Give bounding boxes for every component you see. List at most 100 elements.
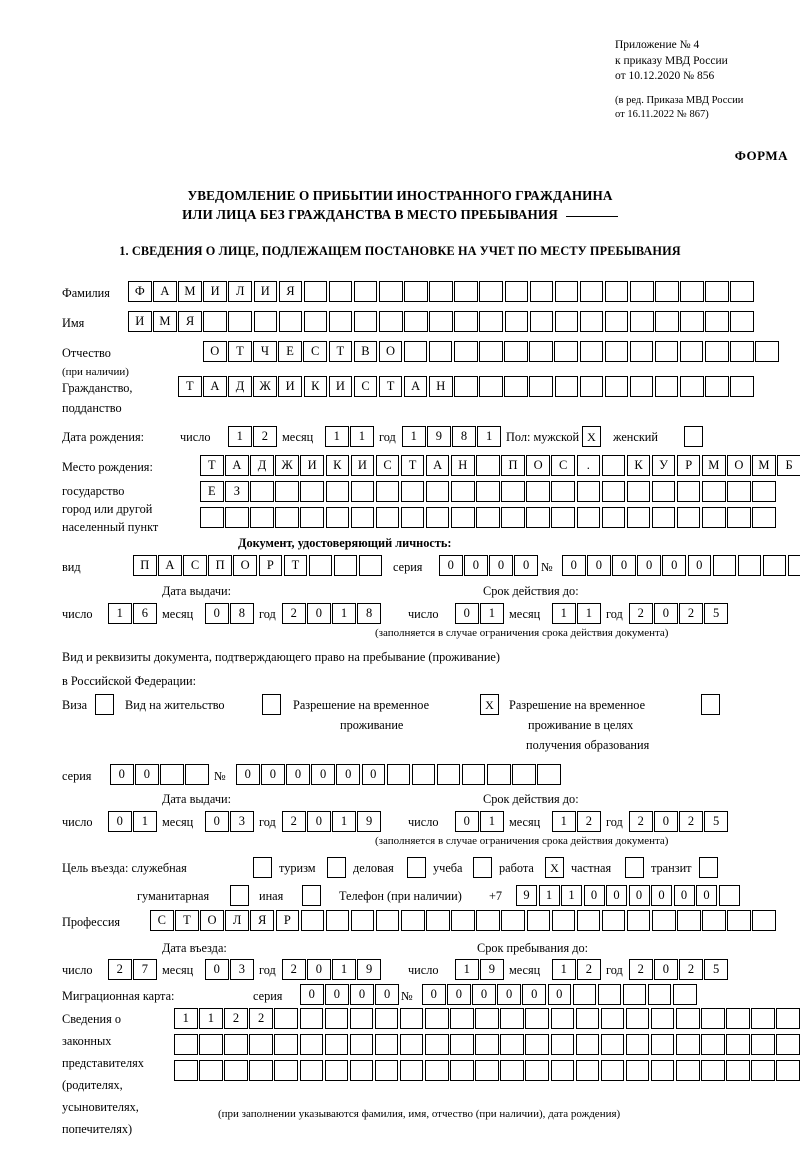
input-surname-cell[interactable] — [655, 281, 679, 302]
input-perm-series-cell[interactable]: 0 — [135, 764, 159, 785]
input-surname-cell[interactable] — [680, 281, 704, 302]
input-legal-rep-row-1-cell[interactable] — [650, 1008, 675, 1029]
input-doc-kind-cell[interactable]: П — [133, 555, 157, 576]
input-surname-cell[interactable]: А — [153, 281, 177, 302]
input-mig-number-cell[interactable]: 0 — [497, 984, 521, 1005]
input-perm-issue-day-cell[interactable]: 1 — [133, 811, 157, 832]
input-patronymic-cell[interactable] — [654, 341, 679, 362]
input-profession-cell[interactable] — [601, 910, 626, 931]
input-birth-place-row-3-cell[interactable] — [400, 507, 425, 528]
input-profession-cell[interactable] — [501, 910, 525, 931]
input-birth-place-row-1-cell[interactable]: . — [576, 455, 601, 476]
input-legal-rep-row-2-cell[interactable] — [425, 1034, 449, 1055]
input-firstname-cell[interactable] — [404, 311, 428, 332]
input-perm-series-cell[interactable] — [185, 764, 209, 785]
input-citizenship-cell[interactable] — [579, 376, 604, 397]
input-birth-place-row-2-cell[interactable] — [501, 481, 525, 502]
input-profession-cell[interactable] — [325, 910, 350, 931]
input-profession-cell[interactable] — [426, 910, 450, 931]
input-citizenship-cell[interactable] — [454, 376, 478, 397]
input-birth-place-row-3-cell[interactable] — [526, 507, 550, 528]
input-profession-cell[interactable]: Т — [175, 910, 199, 931]
input-profession-cell[interactable] — [526, 910, 551, 931]
input-doc-kind-cell[interactable]: Р — [258, 555, 283, 576]
input-birth-place-row-2-cell[interactable]: З — [225, 481, 249, 502]
input-patronymic-cell[interactable] — [529, 341, 553, 362]
input-stay-day-cell[interactable]: 9 — [480, 959, 504, 980]
input-legal-rep-row-3-cell[interactable] — [600, 1060, 625, 1081]
input-surname-cell[interactable] — [504, 281, 529, 302]
input-legal-rep-row-3-cell[interactable] — [550, 1060, 575, 1081]
input-citizenship-cell[interactable]: А — [203, 376, 227, 397]
input-legal-rep-row-2-cell[interactable] — [174, 1034, 198, 1055]
input-legal-rep-row-1-cell[interactable] — [751, 1008, 775, 1029]
input-perm-number-cell[interactable]: 0 — [336, 764, 360, 785]
input-citizenship-cell[interactable]: И — [278, 376, 302, 397]
input-doc-series-cell[interactable]: 0 — [464, 555, 488, 576]
input-phone-cell[interactable]: 0 — [583, 885, 605, 906]
input-profession-cell[interactable]: Р — [275, 910, 300, 931]
input-doc-valid-month-cell[interactable]: 1 — [552, 603, 576, 624]
input-firstname-cell[interactable]: Я — [178, 311, 202, 332]
input-firstname-cell[interactable] — [353, 311, 378, 332]
input-profession-cell[interactable]: Л — [225, 910, 249, 931]
input-legal-rep-row-3-cell[interactable] — [450, 1060, 474, 1081]
input-mig-number-cell[interactable] — [647, 984, 672, 1005]
input-stay-year-cell[interactable]: 5 — [704, 959, 728, 980]
input-legal-rep-row-2-cell[interactable] — [600, 1034, 625, 1055]
input-mig-series-cell[interactable]: 0 — [325, 984, 349, 1005]
input-profession-cell[interactable] — [350, 910, 375, 931]
checkbox-temp-residence-edu[interactable] — [701, 694, 720, 715]
input-patronymic-cell[interactable]: О — [203, 341, 227, 362]
input-birth-place-row-2-cell[interactable] — [476, 481, 500, 502]
input-birth-year-cell[interactable]: 8 — [452, 426, 476, 447]
input-perm-number-cell[interactable] — [537, 764, 561, 785]
input-doc-valid-month-cell[interactable]: 1 — [577, 603, 601, 624]
input-perm-number-cell[interactable]: 0 — [261, 764, 285, 785]
input-surname-cell[interactable] — [379, 281, 403, 302]
input-doc-kind-cell[interactable] — [333, 555, 358, 576]
input-doc-number-cell[interactable]: 0 — [612, 555, 636, 576]
input-legal-rep-row-2-cell[interactable] — [399, 1034, 424, 1055]
input-perm-valid-year-cell[interactable]: 0 — [654, 811, 678, 832]
input-legal-rep-row-2-cell[interactable] — [299, 1034, 324, 1055]
input-legal-rep-row-2-cell[interactable] — [726, 1034, 750, 1055]
input-profession-cell[interactable] — [652, 910, 676, 931]
input-doc-number-cell[interactable]: 0 — [637, 555, 661, 576]
input-legal-rep-row-3-cell[interactable] — [224, 1060, 248, 1081]
checkbox-purpose-work[interactable]: Х — [545, 857, 564, 878]
input-legal-rep-row-2-cell[interactable] — [575, 1034, 600, 1055]
input-birth-place-row-1-cell[interactable]: Т — [400, 455, 425, 476]
input-surname-cell[interactable] — [404, 281, 428, 302]
input-birth-place-row-2-cell[interactable] — [250, 481, 274, 502]
input-patronymic-cell[interactable] — [428, 341, 453, 362]
input-legal-rep-row-2-cell[interactable] — [625, 1034, 650, 1055]
input-birth-place-row-2-cell[interactable] — [451, 481, 475, 502]
input-surname-cell[interactable] — [730, 281, 754, 302]
input-patronymic-cell[interactable]: С — [303, 341, 327, 362]
input-patronymic-cell[interactable]: Е — [278, 341, 302, 362]
input-birth-place-row-1-cell[interactable]: М — [702, 455, 726, 476]
input-firstname-cell[interactable] — [203, 311, 227, 332]
input-perm-issue-year-cell[interactable]: 1 — [332, 811, 356, 832]
input-legal-rep-row-2-cell[interactable] — [701, 1034, 725, 1055]
input-perm-number-cell[interactable] — [386, 764, 411, 785]
input-legal-rep-row-1-cell[interactable] — [726, 1008, 750, 1029]
checkbox-purpose-other[interactable] — [302, 885, 321, 906]
input-surname-cell[interactable]: И — [253, 281, 278, 302]
input-profession-cell[interactable] — [626, 910, 651, 931]
input-birth-place-row-1-cell[interactable]: Р — [676, 455, 701, 476]
input-surname-cell[interactable] — [579, 281, 604, 302]
input-surname-cell[interactable]: И — [203, 281, 227, 302]
input-legal-rep-row-1-cell[interactable] — [399, 1008, 424, 1029]
input-birth-place-row-1-cell[interactable]: П — [501, 455, 525, 476]
input-doc-number-cell[interactable] — [737, 555, 762, 576]
input-doc-valid-year-cell[interactable]: 0 — [654, 603, 678, 624]
input-phone-cell[interactable]: 0 — [696, 885, 717, 906]
input-entry-year-cell[interactable]: 2 — [282, 959, 306, 980]
checkbox-purpose-service[interactable] — [253, 857, 272, 878]
input-mig-number-cell[interactable] — [597, 984, 622, 1005]
input-birth-place-row-1-cell[interactable]: С — [375, 455, 400, 476]
input-patronymic-cell[interactable]: Т — [228, 341, 252, 362]
checkbox-residence-permit[interactable] — [262, 694, 281, 715]
